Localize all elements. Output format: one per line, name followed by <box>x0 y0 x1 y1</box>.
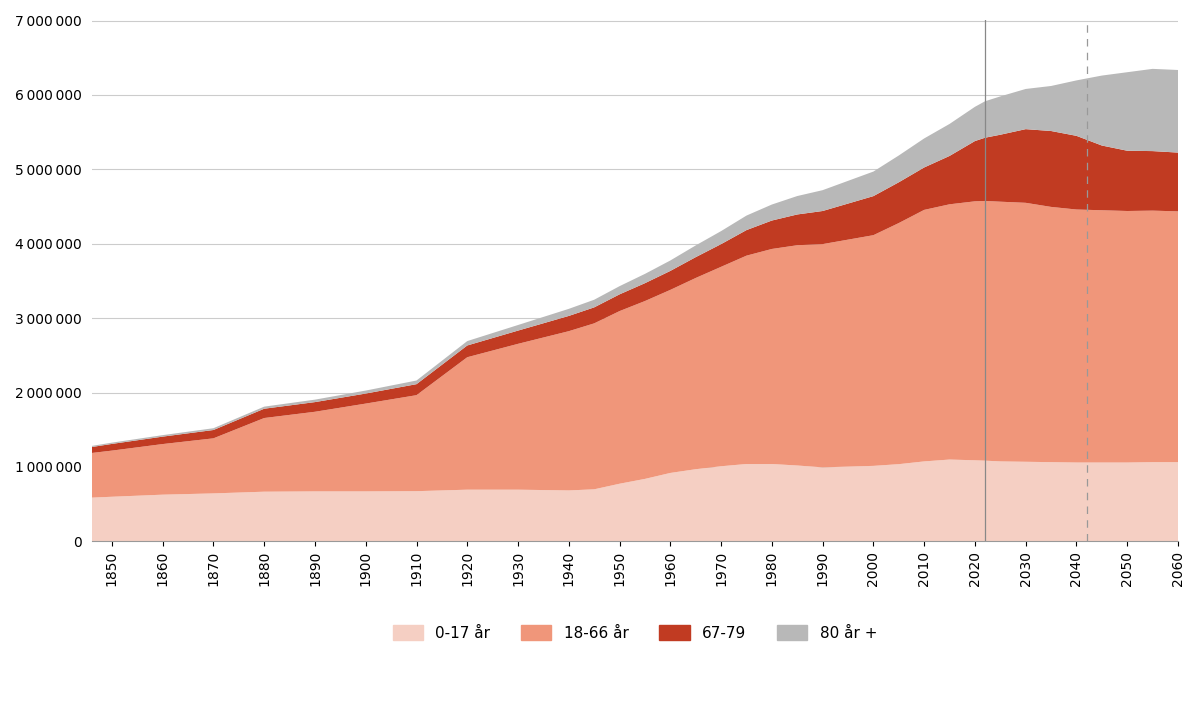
Legend: 0-17 år, 18-66 år, 67-79, 80 år +: 0-17 år, 18-66 år, 67-79, 80 år + <box>385 617 884 648</box>
